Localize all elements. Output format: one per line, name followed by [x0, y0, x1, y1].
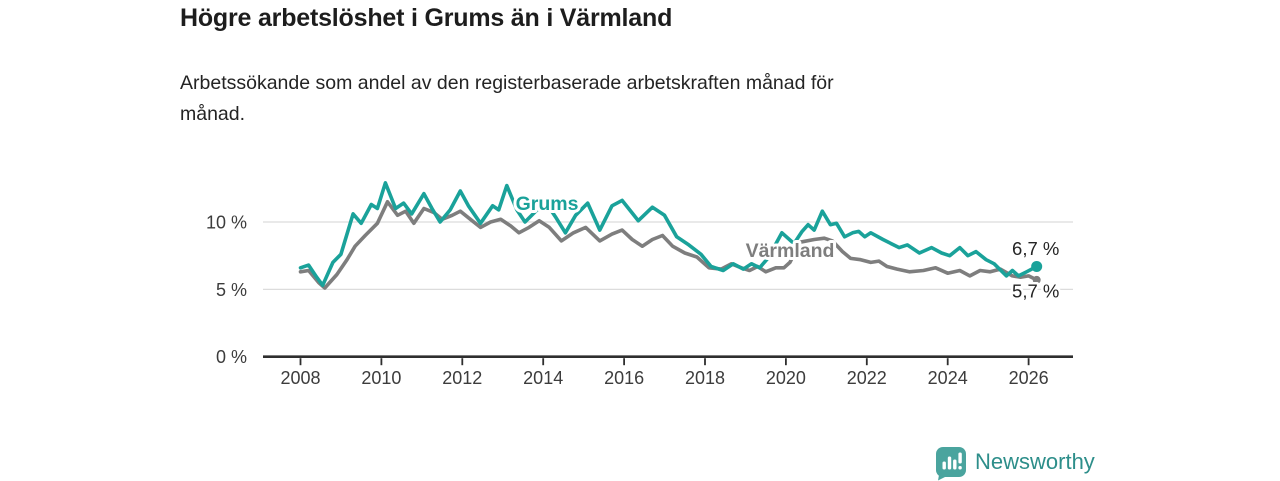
- bar-chart-speech-bubble-icon: [936, 447, 966, 481]
- x-tick-label: 2018: [685, 368, 725, 388]
- x-tick-label: 2012: [442, 368, 482, 388]
- series-line-grums: [298, 181, 1039, 288]
- x-tick-label: 2016: [604, 368, 644, 388]
- newsworthy-icon: [936, 447, 966, 481]
- page-subtitle: Arbetssökande som andel av den registerb…: [180, 68, 834, 130]
- x-tick-label: 2014: [523, 368, 563, 388]
- x-tick-label: 2024: [928, 368, 968, 388]
- y-tick-label: 0 %: [216, 347, 247, 367]
- x-tick-label: 2026: [1009, 368, 1049, 388]
- end-dot-grums: [1031, 260, 1043, 272]
- series-label-varmland: Värmland: [746, 240, 835, 262]
- y-tick-label: 5 %: [216, 280, 247, 300]
- x-tick-label: 2022: [847, 368, 887, 388]
- subtitle-line-1: Arbetssökande som andel av den registerb…: [180, 72, 834, 94]
- x-tick-label: 2008: [280, 368, 320, 388]
- y-tick-label: 10 %: [206, 213, 247, 233]
- x-tick-label: 2010: [361, 368, 401, 388]
- series-line-varmland: [298, 200, 1039, 290]
- brand-name: Newsworthy: [975, 449, 1095, 474]
- page-title: Högre arbetslöshet i Grums än i Värmland: [180, 4, 673, 32]
- series-label-grums: Grums: [516, 193, 579, 215]
- end-label-varmland: 5,7 %: [1012, 280, 1059, 301]
- x-tick-label: 2020: [766, 368, 806, 388]
- end-dot-varmland: [1032, 275, 1041, 284]
- end-label-grums: 6,7 %: [1012, 238, 1059, 259]
- subtitle-line-2: månad.: [180, 103, 246, 125]
- chart: 0 % 5 % 10 % 2008 2010 2012 2014 2016 2018 2020 20…: [206, 181, 1073, 388]
